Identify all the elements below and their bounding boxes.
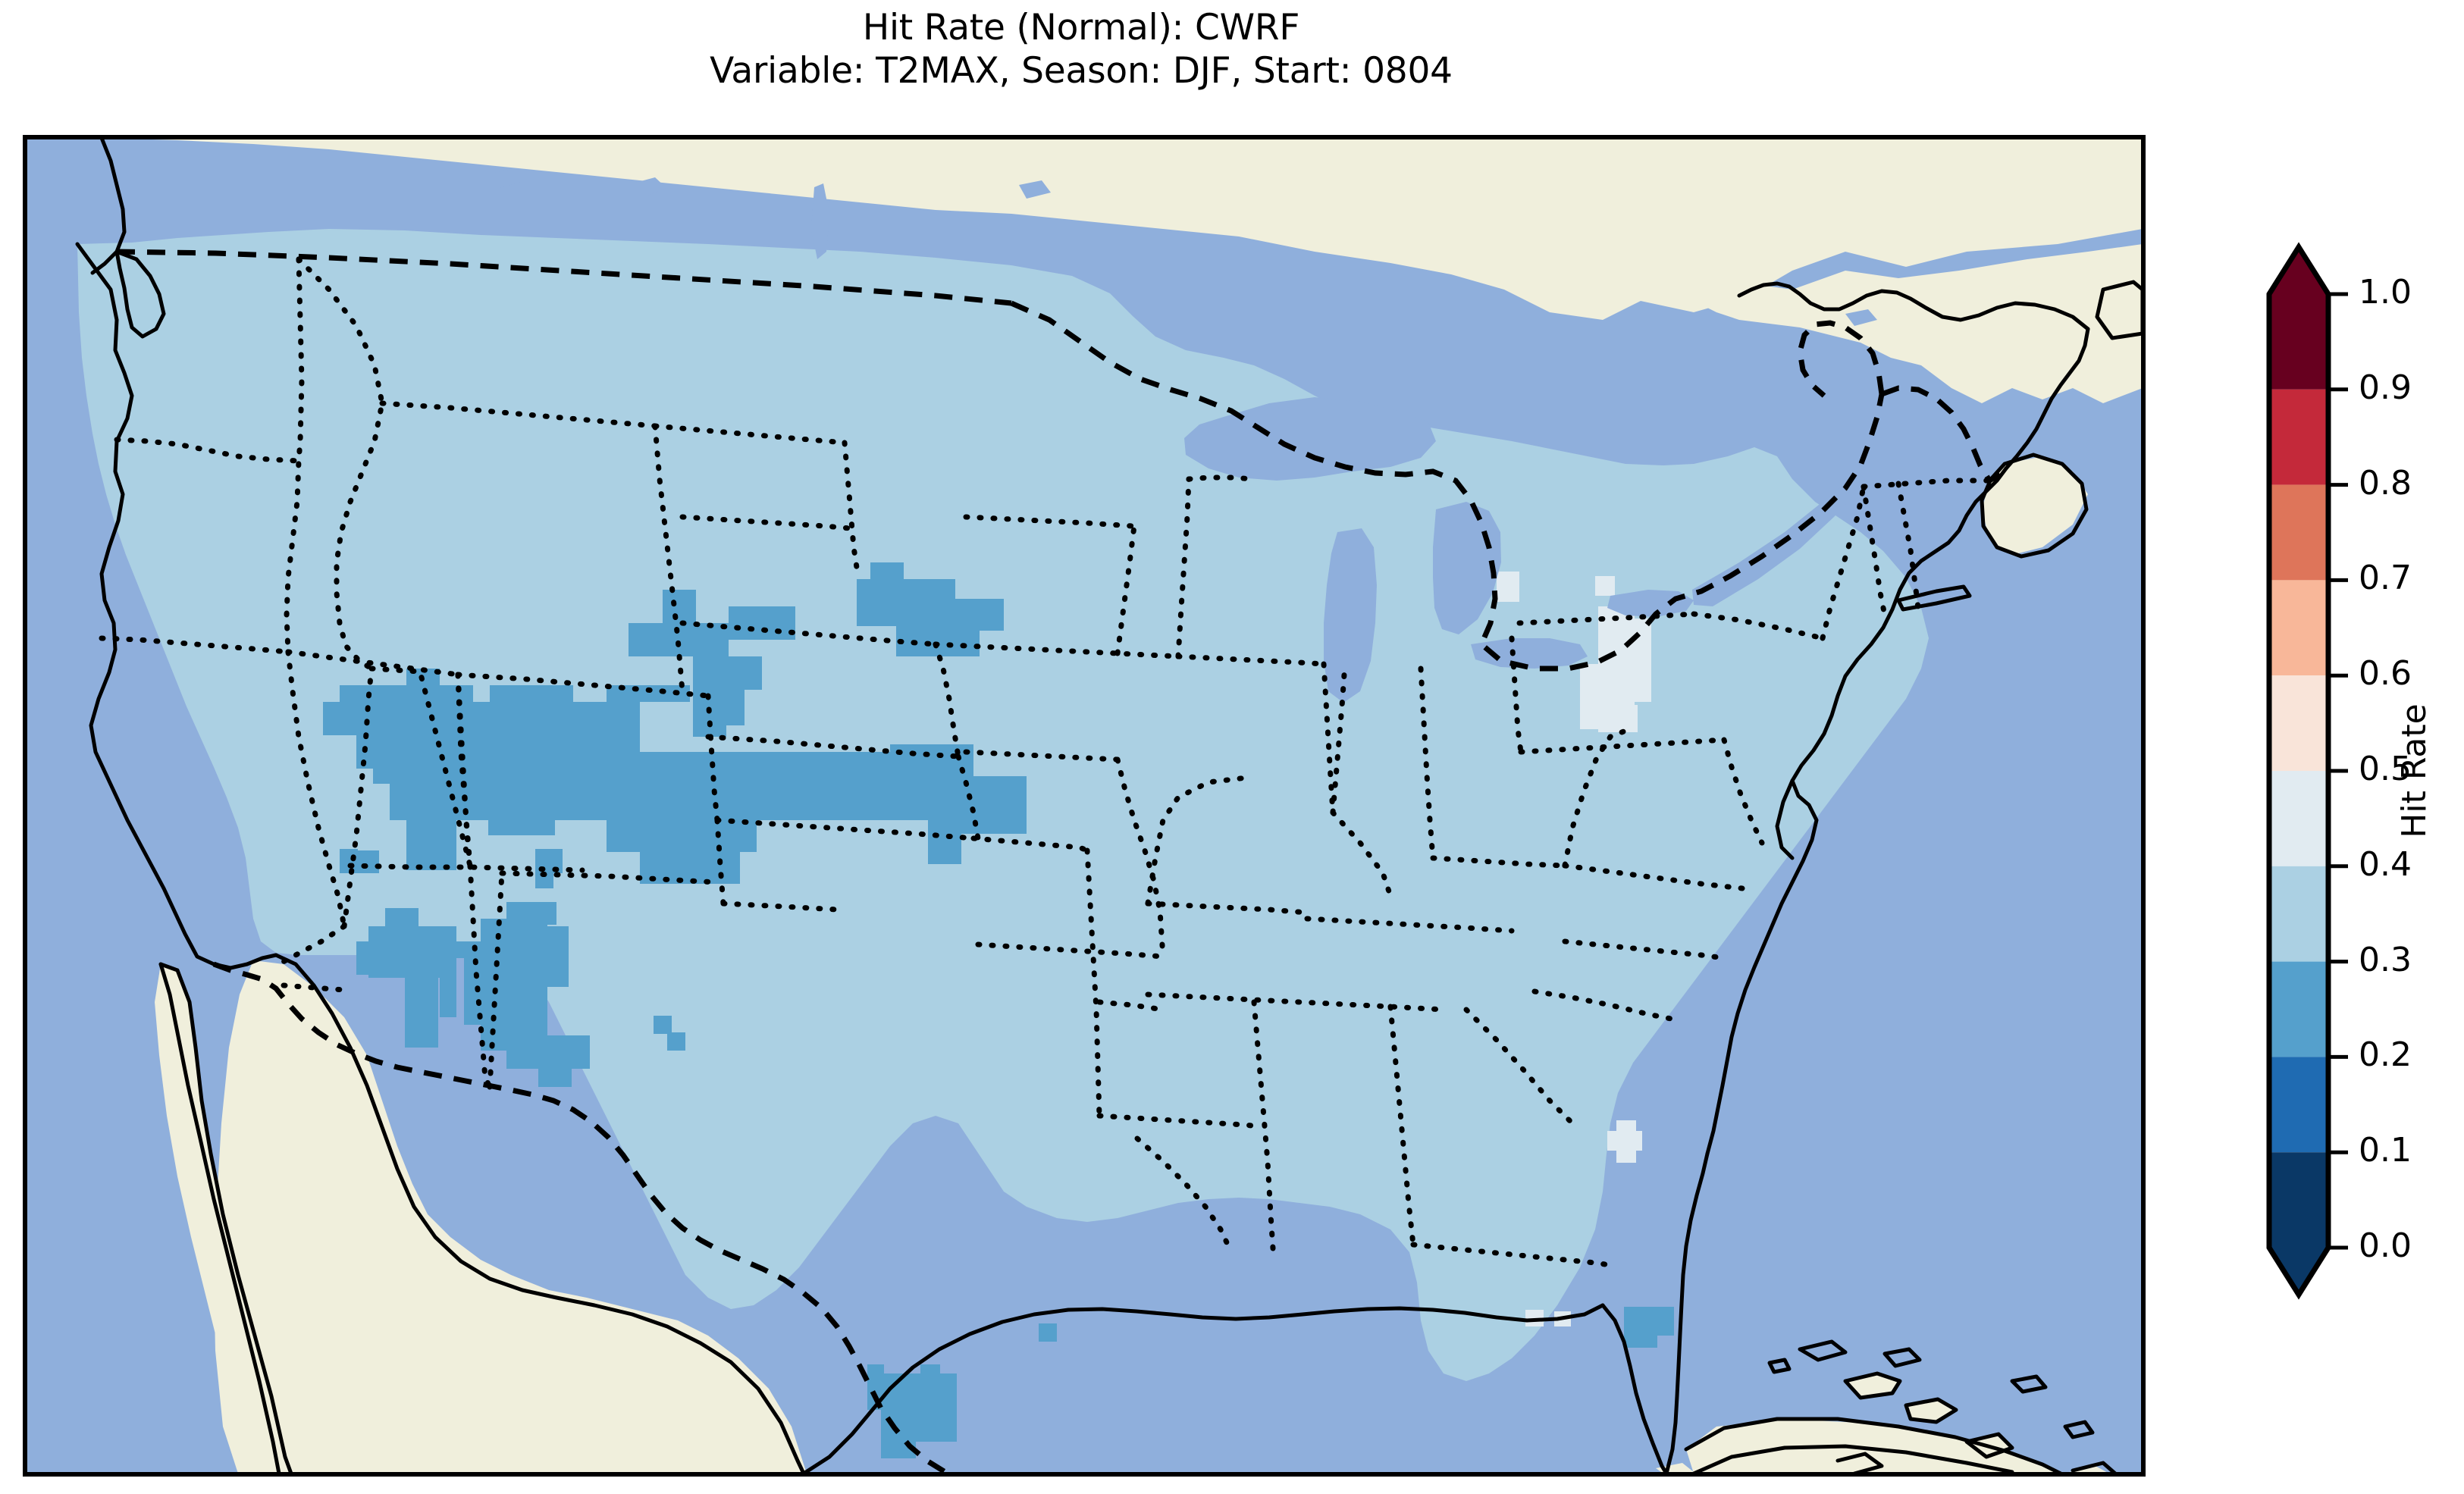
patch-west-virginia-0p4-0p5 [1497, 572, 1651, 732]
state-border-layer [99, 256, 1992, 1269]
map-axes [23, 135, 2146, 1477]
cluster-dakotas-0p2-0p3 [857, 562, 1004, 656]
coastline-layer [75, 138, 2143, 1474]
title-line-secondary: Variable: T2MAX, Season: DJF, Start: 080… [710, 50, 1453, 92]
figure-title: Hit Rate (Normal): CWRF Variable: T2MAX,… [0, 6, 2162, 93]
colorbar-band [2269, 484, 2328, 581]
colorbar-ticks [2328, 292, 2348, 1250]
colorbar-tick-label: 0.0 [2359, 1226, 2412, 1265]
colorbar: 1.0 0.9 0.8 0.7 0.6 0.5 0.4 0.3 0.2 0.1 … [2266, 242, 2412, 1300]
colorbar-band [2269, 294, 2328, 390]
colorbar-extend-min [2269, 1248, 2328, 1295]
colorbar-band [2269, 771, 2328, 866]
colorbar-tick-label: 0.1 [2359, 1131, 2412, 1170]
title-line-primary: Hit Rate (Normal): CWRF [862, 7, 1300, 49]
cluster-high-plains-0p2-0p3 [323, 590, 1027, 884]
cluster-southwest-0p2-0p3 [340, 849, 685, 1087]
colorbar-band [2269, 1152, 2328, 1248]
colorbar-tick-label: 0.2 [2359, 1035, 2412, 1075]
colorbar-tick-label: 0.8 [2359, 463, 2412, 503]
colorbar-band [2269, 961, 2328, 1057]
colorbar-band [2269, 866, 2328, 962]
country-border-layer [116, 249, 2002, 1474]
colorbar-axis-label: Hit Rate [2395, 703, 2434, 838]
colorbar-tick-label: 0.9 [2359, 368, 2412, 407]
colorbar-band [2269, 580, 2328, 676]
colorbar-band [2269, 1057, 2328, 1153]
map-frame [26, 138, 2143, 1474]
colorbar-extend-max [2269, 247, 2328, 294]
colorbar-tick-label: 0.6 [2359, 654, 2412, 694]
colorbar-tick-label: 0.5 [2359, 750, 2412, 788]
colorbar-tick-label: 0.7 [2359, 559, 2412, 598]
colorbar-tick-label: 0.3 [2359, 940, 2412, 979]
map-plot [26, 138, 2143, 1474]
colorbar-tick-label: 1.0 [2359, 273, 2412, 312]
colorbar-svg [2266, 242, 2348, 1300]
cluster-florida-0p2-0p3 [1624, 1307, 1674, 1348]
colorbar-band [2269, 389, 2328, 485]
colorbar-tick-label: 0.4 [2359, 844, 2412, 884]
colorbar-band [2269, 675, 2328, 771]
colorbar-bands [2269, 247, 2328, 1295]
